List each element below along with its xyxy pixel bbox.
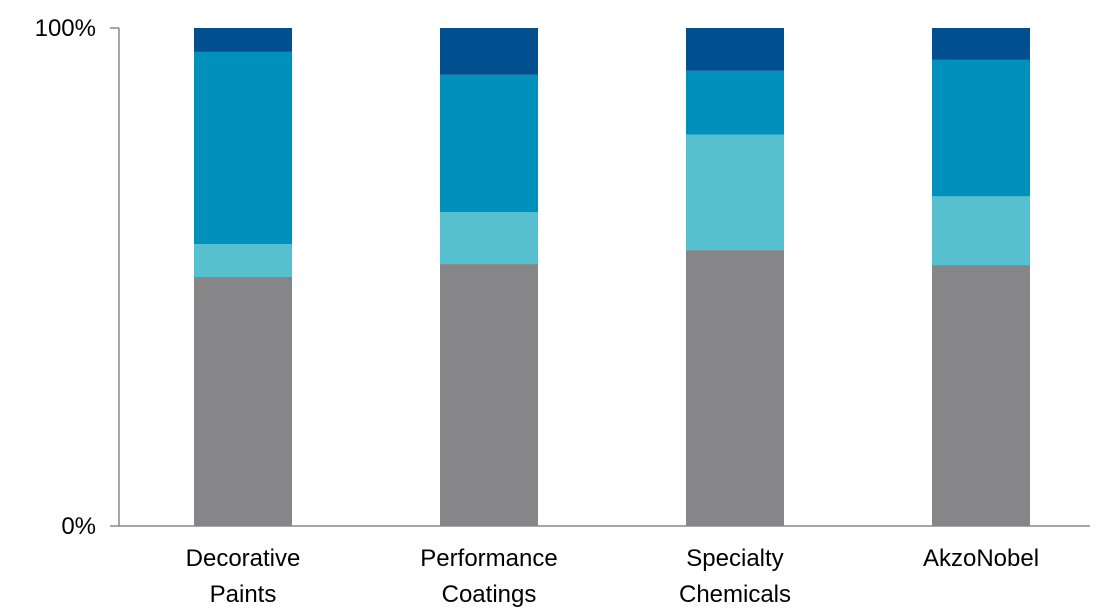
category-labels-layer: Decorative Paints Performance Coatings Speci… [186,545,1039,608]
bar-segment-2-1 [440,264,538,526]
bar-segment-3-4 [686,28,784,71]
bar-segment-1-1 [194,277,292,526]
bar-segment-1-2 [194,244,292,277]
bar-segment-3-2 [686,134,784,251]
bar-segment-4-3 [932,59,1030,197]
bars-layer [194,28,1030,526]
category-label-line: Specialty [686,545,783,572]
category-label-line: Paints [210,581,277,608]
bar-segment-1-3 [194,51,292,245]
bar-segment-2-3 [440,74,538,213]
bar-segment-4-4 [932,28,1030,60]
category-label-line: Performance [420,545,557,572]
y-tick-label-bottom: 0% [61,513,96,540]
category-label-line: Coatings [442,581,537,608]
bar-segment-3-3 [686,70,784,135]
category-label-line: Chemicals [679,581,791,608]
bar-segment-2-2 [440,212,538,265]
category-label-2: Performance Coatings [420,545,557,608]
bar-segment-1-4 [194,28,292,52]
axes-layer: 100% 0% [35,15,1090,540]
category-label-line: AkzoNobel [923,545,1039,572]
category-label-4: AkzoNobel [923,545,1039,572]
bar-segment-4-2 [932,196,1030,266]
category-label-1: Decorative Paints [186,545,301,608]
category-label-line: Decorative [186,545,301,572]
bar-segment-2-4 [440,28,538,75]
y-tick-label-top: 100% [35,15,96,42]
category-label-3: Specialty Chemicals [679,545,791,608]
bar-segment-4-1 [932,265,1030,526]
bar-segment-3-1 [686,250,784,526]
